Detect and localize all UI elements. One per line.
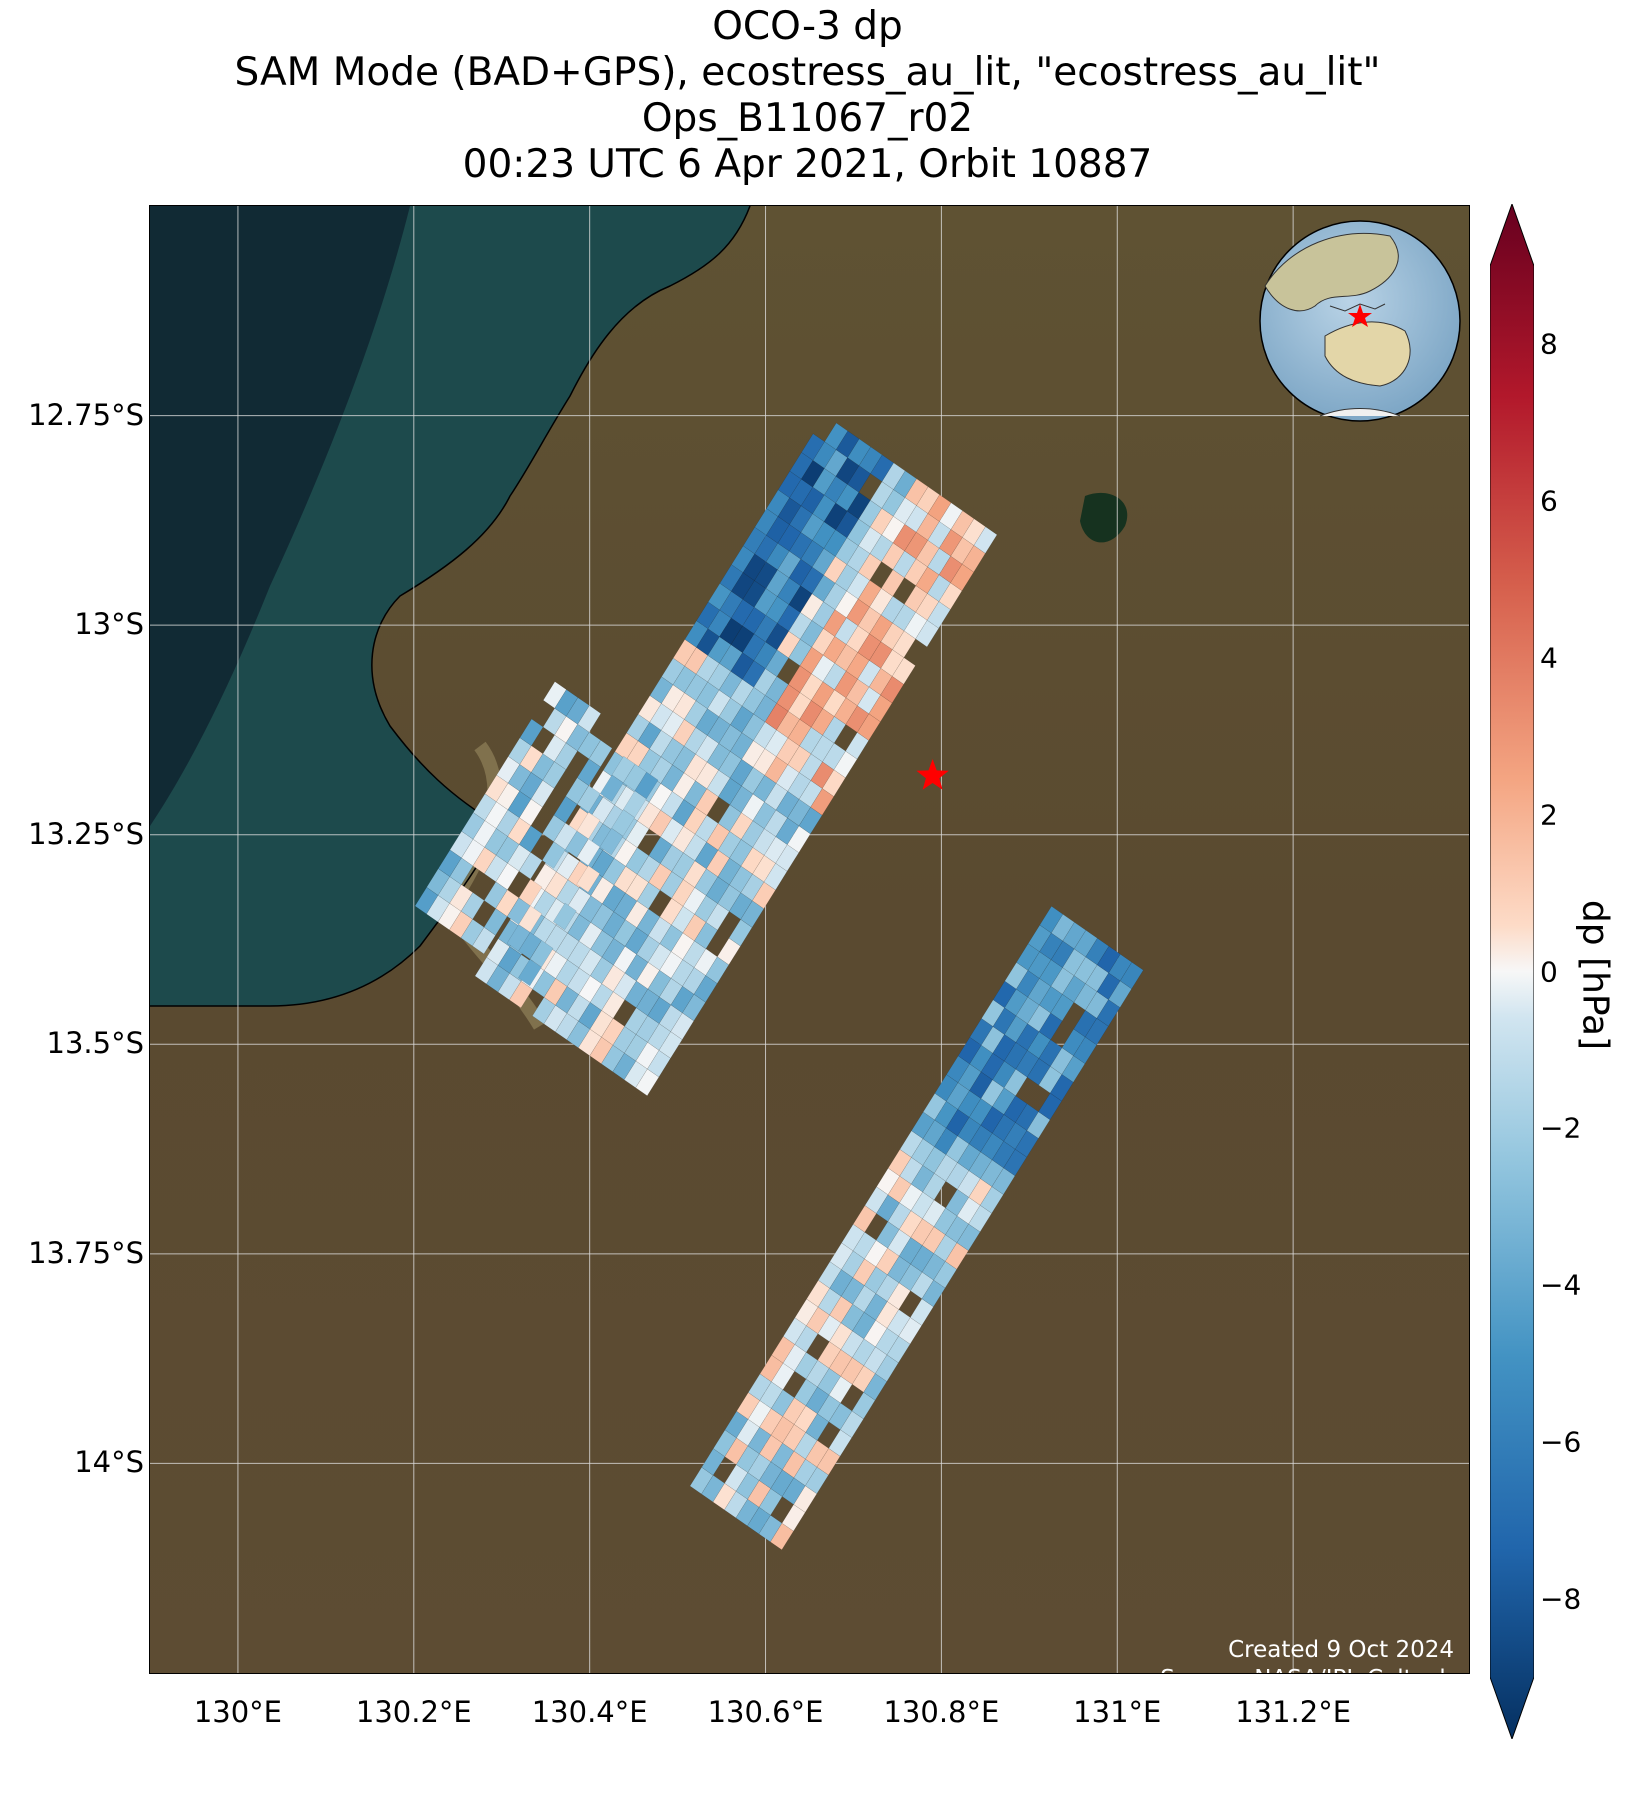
latitude-tick-label: 13°S <box>74 607 144 642</box>
sounding-cell <box>1119 961 1144 990</box>
credits-text: Created 9 Oct 2024 Source: NASA/JPL-Calt… <box>1160 1636 1454 1673</box>
title-line-3: Ops_B11067_r02 <box>641 96 974 141</box>
colorbar-tick-label: −4 <box>1540 1268 1582 1302</box>
longitude-tick-label: 130.8°E <box>883 1695 1000 1729</box>
latitude-tick-label: 13.5°S <box>46 1026 144 1061</box>
colorbar-tick-label: −2 <box>1540 1111 1582 1145</box>
map-canvas <box>150 206 1469 1673</box>
colorbar-label: dp [hPa] <box>1574 899 1616 1051</box>
latitude-tick-label: 13.75°S <box>28 1235 144 1270</box>
credits-created: Created 9 Oct 2024 <box>1228 1637 1454 1663</box>
globe-star-icon <box>1348 304 1372 327</box>
sounding-cell <box>588 739 613 768</box>
sounding-cell <box>973 526 998 554</box>
colorbar-tick-label: 0 <box>1540 955 1558 988</box>
target-marker <box>916 759 949 790</box>
coastline <box>150 206 751 1007</box>
longitude-tick-label: 130.4°E <box>531 1695 648 1729</box>
sounding-swaths <box>414 422 1144 1551</box>
inland-lake <box>1080 492 1128 543</box>
colorbar-tick-label: −8 <box>1540 1582 1582 1616</box>
longitude-tick-label: 130°E <box>193 1695 283 1729</box>
longitude-tick-label: 131.2°E <box>1235 1695 1352 1729</box>
credits-source: Source: NASA/JPL-Caltech <box>1160 1665 1454 1673</box>
sounding-cell <box>577 705 602 733</box>
colorbar-tick-label: 2 <box>1540 798 1558 832</box>
globe-inset-icon <box>1259 220 1461 422</box>
title-line-4: 00:23 UTC 6 Apr 2021, Orbit 10887 <box>462 142 1153 187</box>
longitude-tick-label: 131°E <box>1073 1695 1162 1729</box>
sounding-cell <box>891 657 916 685</box>
colorbar-tick-label: 4 <box>1540 641 1558 675</box>
sounding-cell <box>518 878 543 907</box>
colorbar <box>1490 204 1534 1739</box>
colorbar-tick-label: 6 <box>1540 484 1558 518</box>
title-line-2: SAM Mode (BAD+GPS), ecostress_au_lit, "e… <box>234 50 1381 95</box>
sounding-cell <box>529 940 554 968</box>
latitude-tick-label: 13.25°S <box>28 816 144 851</box>
title-line-1: OCO-3 dp <box>712 4 903 49</box>
sounding-cell <box>576 865 601 893</box>
colorbar-tick-label: 8 <box>1540 327 1558 361</box>
longitude-tick-label: 130.2°E <box>355 1695 472 1729</box>
star-marker-icon <box>916 759 949 790</box>
chart-title: OCO-3 dp SAM Mode (BAD+GPS), ecostress_a… <box>150 4 1465 188</box>
sounding-cell <box>552 902 577 931</box>
sounding-cell <box>634 771 659 800</box>
longitude-tick-label: 130.6°E <box>707 1695 824 1729</box>
map-panel[interactable]: Created 9 Oct 2024 Source: NASA/JPL-Calt… <box>149 205 1470 1674</box>
ocean-deep <box>150 206 410 826</box>
latitude-tick-label: 14°S <box>74 1445 144 1480</box>
sounding-cell <box>576 811 601 840</box>
colorbar-tick-label: −6 <box>1540 1425 1582 1459</box>
latitude-tick-label: 12.75°S <box>28 397 144 432</box>
sounding-cell <box>518 905 543 933</box>
